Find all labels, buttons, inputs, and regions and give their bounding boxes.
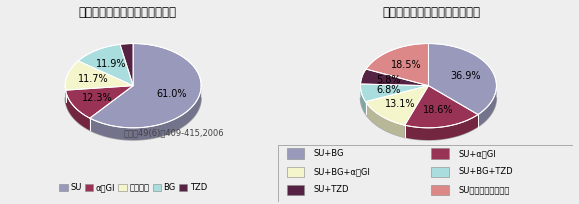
FancyBboxPatch shape: [431, 185, 449, 195]
Text: 61.0%: 61.0%: [156, 89, 187, 99]
Polygon shape: [65, 98, 201, 140]
Polygon shape: [428, 43, 496, 115]
Text: 18.5%: 18.5%: [391, 60, 422, 70]
Text: SU以外の組み合わせ: SU以外の組み合わせ: [458, 185, 510, 194]
Polygon shape: [365, 86, 428, 125]
Polygon shape: [65, 86, 133, 118]
Polygon shape: [365, 102, 405, 137]
Polygon shape: [405, 86, 478, 128]
Text: SU+BG+α－GI: SU+BG+α－GI: [313, 167, 370, 176]
Text: 11.9%: 11.9%: [96, 59, 126, 69]
Polygon shape: [120, 43, 133, 86]
Text: 36.9%: 36.9%: [450, 71, 481, 81]
FancyBboxPatch shape: [287, 166, 305, 177]
Polygon shape: [78, 44, 133, 86]
Text: SU+BG+TZD: SU+BG+TZD: [458, 167, 512, 176]
Polygon shape: [90, 43, 201, 128]
Polygon shape: [361, 84, 428, 102]
Polygon shape: [405, 115, 478, 140]
Text: 単剤の経口糖尿病薬の使用頻度: 単剤の経口糖尿病薬の使用頻度: [78, 6, 177, 19]
Text: 11.7%: 11.7%: [78, 74, 109, 84]
Text: 5.8%: 5.8%: [376, 75, 401, 85]
FancyBboxPatch shape: [431, 148, 449, 159]
Polygon shape: [478, 86, 496, 127]
Text: SU+BG: SU+BG: [313, 149, 344, 158]
Polygon shape: [65, 90, 90, 130]
Text: 併用の経口糖尿病薬の使用頻度: 併用の経口糖尿病薬の使用頻度: [382, 6, 481, 19]
Text: 6.8%: 6.8%: [376, 85, 401, 95]
Text: SU+α－GI: SU+α－GI: [458, 149, 496, 158]
Polygon shape: [361, 69, 428, 86]
Polygon shape: [361, 86, 365, 114]
Text: SU+TZD: SU+TZD: [313, 185, 349, 194]
FancyBboxPatch shape: [287, 185, 305, 195]
FancyBboxPatch shape: [431, 166, 449, 177]
FancyBboxPatch shape: [287, 148, 305, 159]
Text: 12.3%: 12.3%: [82, 93, 112, 103]
Polygon shape: [90, 86, 201, 140]
Text: 糖尿病49(6)：409-415,2006: 糖尿病49(6)：409-415,2006: [123, 129, 224, 137]
Text: 13.1%: 13.1%: [385, 99, 415, 109]
Polygon shape: [366, 43, 428, 86]
Text: 18.6%: 18.6%: [423, 105, 453, 115]
Polygon shape: [361, 98, 496, 140]
Polygon shape: [65, 61, 133, 90]
Legend: SU, α－GI, グリニド, BG, TZD: SU, α－GI, グリニド, BG, TZD: [59, 183, 207, 192]
